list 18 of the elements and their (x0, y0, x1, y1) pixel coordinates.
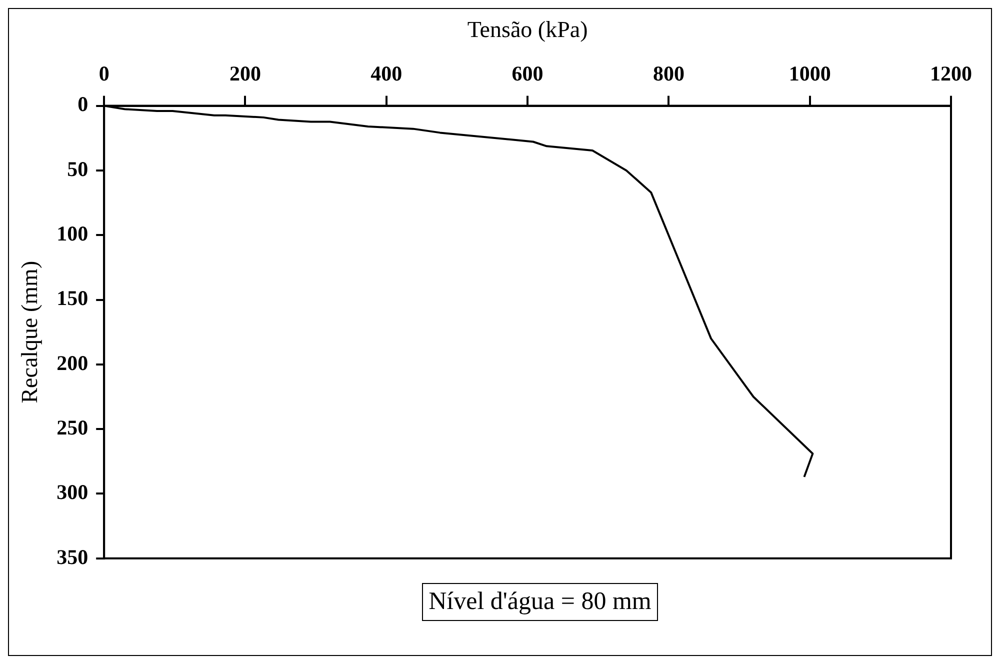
text: Nível d'água = 80 mm (422, 583, 658, 621)
x-tick-label: 1000 (788, 62, 831, 86)
x-tick-label: 1200 (930, 62, 972, 86)
y-axis-title: Recalque (mm) (16, 260, 42, 404)
y-tick-label: 0 (78, 92, 88, 116)
y-tick-label: 350 (56, 544, 88, 569)
y-tick-label: 300 (56, 480, 88, 504)
x-tick-label: 800 (652, 62, 684, 86)
x-tick-label: 200 (230, 62, 261, 86)
x-tick-label: 400 (370, 62, 402, 86)
x-tick-label: 600 (512, 62, 544, 86)
x-tick-label: 0 (98, 62, 110, 86)
y-tick-label: 150 (56, 286, 88, 310)
x-axis-title: Tensão (kPa) (467, 16, 588, 42)
y-tick-label: 100 (56, 222, 88, 246)
y-tick-label: 250 (56, 416, 88, 440)
y-tick-label: 200 (56, 350, 88, 375)
y-tick-label: 50 (67, 156, 88, 181)
